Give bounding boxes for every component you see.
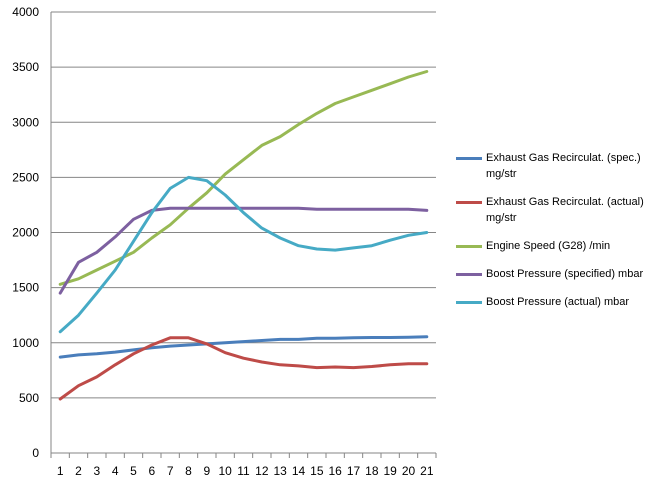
legend-label: Exhaust Gas Recirculat. (actual) mg/str xyxy=(486,196,644,224)
x-tick-label: 5 xyxy=(130,464,137,478)
x-tick-label: 6 xyxy=(148,464,155,478)
x-tick-label: 20 xyxy=(402,464,416,478)
legend: Exhaust Gas Recirculat. (spec.) mg/str Ex… xyxy=(456,150,661,322)
x-tick-label: 17 xyxy=(347,464,361,478)
y-tick-label: 500 xyxy=(19,391,39,405)
x-tick-label: 15 xyxy=(310,464,324,478)
y-tick-label: 1500 xyxy=(12,281,39,295)
legend-swatch xyxy=(456,245,482,248)
x-tick-label: 7 xyxy=(167,464,174,478)
y-tick-label: 1000 xyxy=(12,336,39,350)
y-tick-label: 2500 xyxy=(12,170,39,184)
y-tick-label: 2000 xyxy=(12,226,39,240)
legend-swatch xyxy=(456,201,482,204)
legend-label: Exhaust Gas Recirculat. (spec.) mg/str xyxy=(486,152,641,180)
y-tick-label: 3000 xyxy=(12,115,39,129)
series-line-1 xyxy=(58,335,429,359)
legend-item: Boost Pressure (specified) mbar xyxy=(456,266,661,282)
x-tick-label: 19 xyxy=(383,464,397,478)
legend-item: Engine Speed (G28) /min xyxy=(456,238,661,254)
y-tick-label: 0 xyxy=(32,446,39,460)
legend-label: Boost Pressure (actual) mbar xyxy=(486,296,630,308)
legend-item: Exhaust Gas Recirculat. (spec.) mg/str xyxy=(456,150,661,182)
series-line-5 xyxy=(58,175,429,334)
series-line-3 xyxy=(58,70,429,286)
series-line-2 xyxy=(58,336,429,401)
legend-item: Boost Pressure (actual) mbar xyxy=(456,294,661,310)
x-tick-label: 1 xyxy=(57,464,64,478)
x-tick-label: 2 xyxy=(75,464,82,478)
x-tick-label: 16 xyxy=(328,464,342,478)
x-tick-label: 10 xyxy=(218,464,232,478)
x-tick-label: 14 xyxy=(292,464,306,478)
x-tick-label: 3 xyxy=(93,464,100,478)
legend-label: Engine Speed (G28) /min xyxy=(486,240,611,252)
x-tick-label: 4 xyxy=(112,464,119,478)
x-tick-label: 11 xyxy=(237,464,250,478)
y-tick-label: 3500 xyxy=(12,60,39,74)
y-axis: 0 500 1000 1500 2000 2500 3000 3500 4000 xyxy=(12,5,52,460)
x-axis: 1 2 3 4 5 6 7 8 9 10 11 12 13 14 15 16 17 18 19 20 21 xyxy=(50,452,437,478)
y-tick-label: 4000 xyxy=(12,5,39,19)
legend-swatch xyxy=(456,301,482,304)
x-tick-label: 13 xyxy=(273,464,287,478)
x-tick-label: 21 xyxy=(420,464,434,478)
legend-label: Boost Pressure (specified) mbar xyxy=(486,268,644,280)
x-tick-label: 8 xyxy=(185,464,192,478)
series-line-4 xyxy=(58,206,429,295)
legend-swatch xyxy=(456,157,482,160)
series-lines xyxy=(58,70,429,401)
x-tick-label: 12 xyxy=(255,464,269,478)
legend-swatch xyxy=(456,273,482,276)
legend-item: Exhaust Gas Recirculat. (actual) mg/str xyxy=(456,194,661,226)
x-tick-label: 9 xyxy=(203,464,210,478)
x-tick-label: 18 xyxy=(365,464,379,478)
gridlines xyxy=(51,11,436,399)
